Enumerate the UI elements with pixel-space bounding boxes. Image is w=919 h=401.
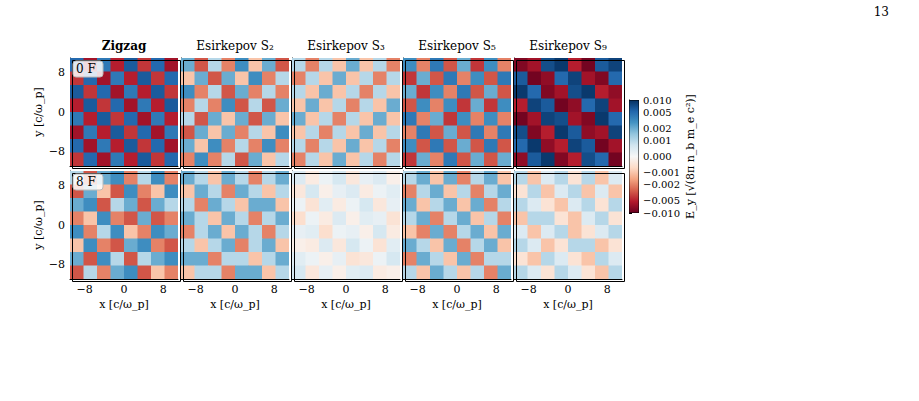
svg-text:8: 8 bbox=[58, 179, 65, 192]
svg-text:x [c/ω_p]: x [c/ω_p] bbox=[99, 298, 149, 311]
svg-text:Esirkepov S₉: Esirkepov S₉ bbox=[529, 39, 607, 53]
svg-text:−8: −8 bbox=[188, 283, 204, 296]
svg-text:−8: −8 bbox=[49, 258, 65, 271]
svg-text:0: 0 bbox=[58, 106, 65, 119]
svg-text:−8: −8 bbox=[77, 283, 93, 296]
svg-text:0 F: 0 F bbox=[76, 62, 96, 76]
svg-text:0: 0 bbox=[454, 283, 461, 296]
svg-text:−0.002: −0.002 bbox=[643, 179, 680, 190]
svg-text:Zigzag: Zigzag bbox=[102, 39, 147, 53]
svg-text:−8: −8 bbox=[521, 283, 537, 296]
svg-text:x [c/ω_p]: x [c/ω_p] bbox=[543, 298, 593, 311]
svg-text:x [c/ω_p]: x [c/ω_p] bbox=[321, 298, 371, 311]
svg-text:0.002: 0.002 bbox=[643, 123, 672, 134]
svg-text:−8: −8 bbox=[299, 283, 315, 296]
svg-text:−8: −8 bbox=[410, 283, 426, 296]
svg-text:0.010: 0.010 bbox=[643, 95, 672, 106]
svg-text:Esirkepov S₅: Esirkepov S₅ bbox=[418, 39, 496, 53]
svg-text:−0.010: −0.010 bbox=[643, 208, 680, 219]
svg-text:Esirkepov S₃: Esirkepov S₃ bbox=[307, 39, 385, 53]
svg-text:0.001: 0.001 bbox=[643, 135, 672, 146]
svg-text:8: 8 bbox=[58, 66, 65, 79]
svg-text:x [c/ω_p]: x [c/ω_p] bbox=[432, 298, 482, 311]
svg-text:y [c/ω_p]: y [c/ω_p] bbox=[32, 200, 45, 251]
svg-text:0: 0 bbox=[121, 283, 128, 296]
svg-text:Esirkepov S₂: Esirkepov S₂ bbox=[196, 39, 274, 53]
svg-text:x [c/ω_p]: x [c/ω_p] bbox=[210, 298, 260, 311]
svg-text:0: 0 bbox=[565, 283, 572, 296]
svg-text:8: 8 bbox=[160, 283, 167, 296]
svg-text:−0.001: −0.001 bbox=[643, 167, 680, 178]
svg-text:E_y [√(8π n_b m_e c²)]: E_y [√(8π n_b m_e c²)] bbox=[684, 94, 697, 219]
svg-text:8 F: 8 F bbox=[76, 175, 96, 189]
svg-text:0.000: 0.000 bbox=[643, 151, 672, 162]
svg-text:13: 13 bbox=[874, 5, 889, 19]
svg-text:8: 8 bbox=[493, 283, 500, 296]
svg-text:8: 8 bbox=[382, 283, 389, 296]
svg-text:0: 0 bbox=[343, 283, 350, 296]
svg-text:−8: −8 bbox=[49, 145, 65, 158]
svg-text:0.005: 0.005 bbox=[643, 107, 672, 118]
svg-text:8: 8 bbox=[604, 283, 611, 296]
svg-text:y [c/ω_p]: y [c/ω_p] bbox=[32, 87, 45, 138]
svg-text:0: 0 bbox=[58, 219, 65, 232]
svg-text:−0.005: −0.005 bbox=[643, 195, 680, 206]
svg-text:0: 0 bbox=[232, 283, 239, 296]
svg-text:8: 8 bbox=[271, 283, 278, 296]
